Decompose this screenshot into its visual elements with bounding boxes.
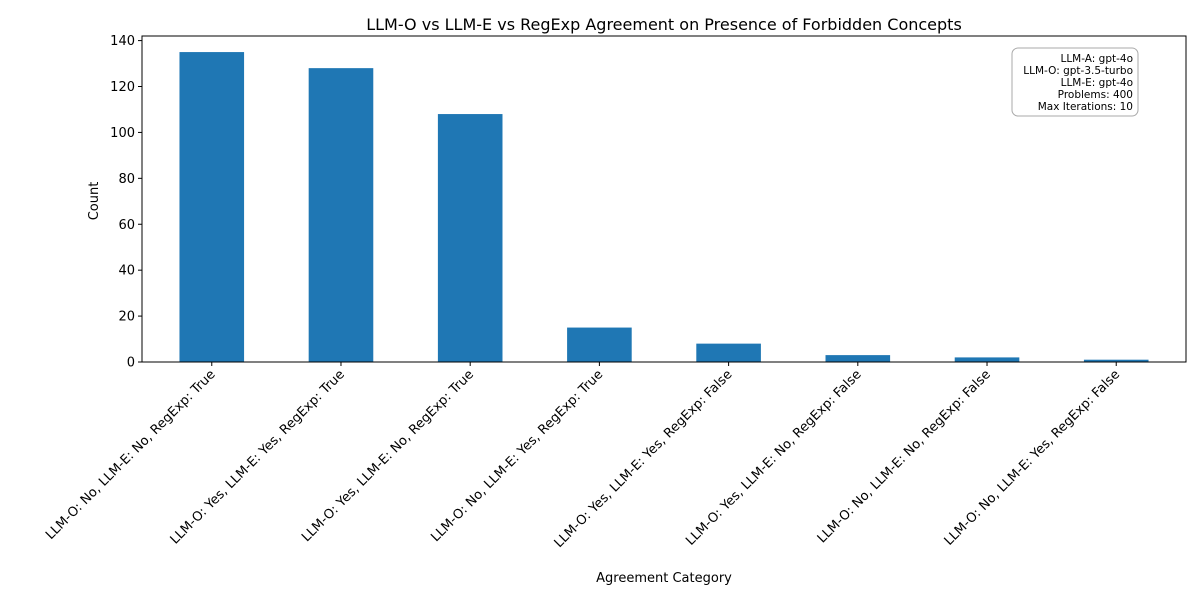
x-axis: LLM-O: No, LLM-E: No, RegExp: TrueLLM-O:…	[43, 362, 1123, 551]
y-tick-label: 120	[110, 80, 135, 95]
bar	[1083, 359, 1149, 362]
y-tick-label: 0	[127, 356, 135, 371]
info-line: LLM-E: gpt-4o	[1061, 77, 1133, 89]
y-tick-label: 40	[118, 264, 135, 279]
y-tick-label: 60	[118, 218, 135, 233]
y-axis: 0 20 40 60 80 100 120 140	[110, 34, 142, 371]
bar	[179, 52, 245, 362]
bar	[696, 343, 761, 362]
info-line: Max Iterations: 10	[1038, 101, 1133, 113]
y-tick-label: 80	[118, 172, 135, 187]
bar	[308, 68, 374, 363]
y-tick-label: 100	[110, 126, 135, 141]
y-tick-label: 140	[110, 34, 135, 49]
x-axis-label: Agreement Category	[596, 571, 732, 586]
y-tick-label: 20	[118, 310, 135, 325]
info-line: Problems: 400	[1058, 89, 1133, 101]
info-box-frame	[1011, 47, 1139, 117]
bar	[437, 114, 503, 362]
bar	[954, 357, 1020, 362]
plot-frame	[141, 35, 1187, 363]
bar	[825, 355, 891, 362]
bar	[567, 327, 632, 362]
y-axis-label: Count	[87, 182, 102, 221]
chart-title: LLM-O vs LLM-E vs RegExp Agreement on Pr…	[366, 15, 962, 34]
info-line: LLM-O: gpt-3.5-turbo	[1023, 65, 1133, 77]
bars-group	[179, 52, 1149, 363]
info-line: LLM-A: gpt-4o	[1060, 53, 1133, 65]
